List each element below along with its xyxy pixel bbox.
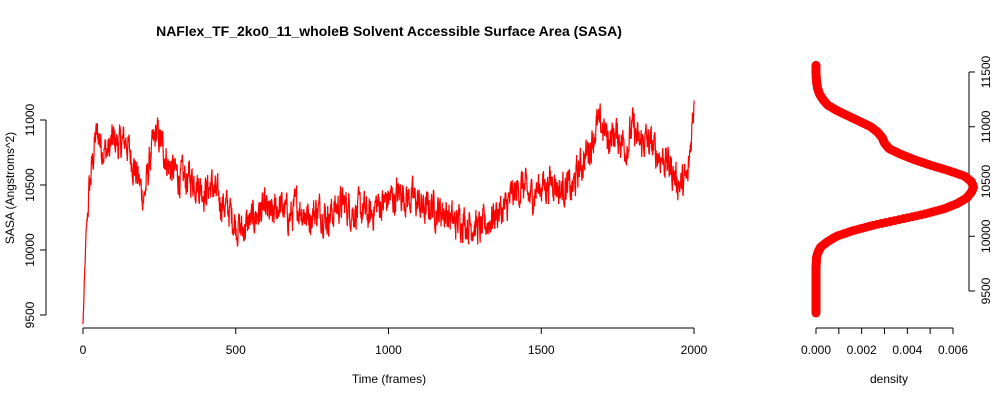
main-x-tick-label: 2000 bbox=[681, 343, 708, 357]
main-line-chart: 9500 10000 10500 11000 0 500 1000 1500 2000 Tim… bbox=[3, 100, 708, 386]
density-x-tick-label: 0.000 bbox=[801, 343, 831, 357]
main-x-tick-label: 1000 bbox=[375, 343, 402, 357]
density-y-tick-label: 11500 bbox=[979, 55, 993, 88]
main-y-axis-label: SASA (Angstroms^2) bbox=[3, 132, 17, 244]
density-x-tick-label: 0.004 bbox=[892, 343, 922, 357]
density-y-tick-label: 11000 bbox=[979, 110, 993, 143]
density-y-tick-label: 10500 bbox=[979, 164, 993, 198]
density-points bbox=[811, 60, 978, 318]
chart-title: NAFlex_TF_2ko0_11_wholeB Solvent Accessi… bbox=[156, 23, 622, 39]
main-x-tick-label: 500 bbox=[226, 343, 246, 357]
density-y-tick-label: 10000 bbox=[979, 219, 993, 253]
main-y-tick-label: 11000 bbox=[23, 103, 37, 136]
density-x-tick-label: 0.002 bbox=[847, 343, 877, 357]
main-x-tick-label: 1500 bbox=[528, 343, 555, 357]
density-x-axis-label: density bbox=[870, 372, 908, 386]
main-y-tick-label: 10500 bbox=[23, 168, 37, 202]
series-line bbox=[82, 100, 695, 325]
density-point bbox=[811, 60, 821, 70]
density-x-ticks: 0.000 0.002 0.004 0.006 bbox=[801, 328, 968, 357]
density-y-ticks: 9500 10000 10500 11000 11500 bbox=[969, 55, 993, 304]
density-x-tick-label: 0.006 bbox=[938, 343, 968, 357]
main-x-ticks: 0 500 1000 1500 2000 bbox=[80, 328, 708, 357]
main-y-tick-label: 10000 bbox=[23, 233, 37, 267]
density-y-tick-label: 9500 bbox=[979, 277, 993, 304]
main-x-axis-label: Time (frames) bbox=[352, 372, 426, 386]
main-y-ticks: 9500 10000 10500 11000 bbox=[23, 103, 46, 328]
main-y-tick-label: 9500 bbox=[23, 301, 37, 328]
density-chart: 0.000 0.002 0.004 0.006 9500 10000 10500 11000… bbox=[801, 55, 993, 386]
main-x-tick-label: 0 bbox=[80, 343, 87, 357]
